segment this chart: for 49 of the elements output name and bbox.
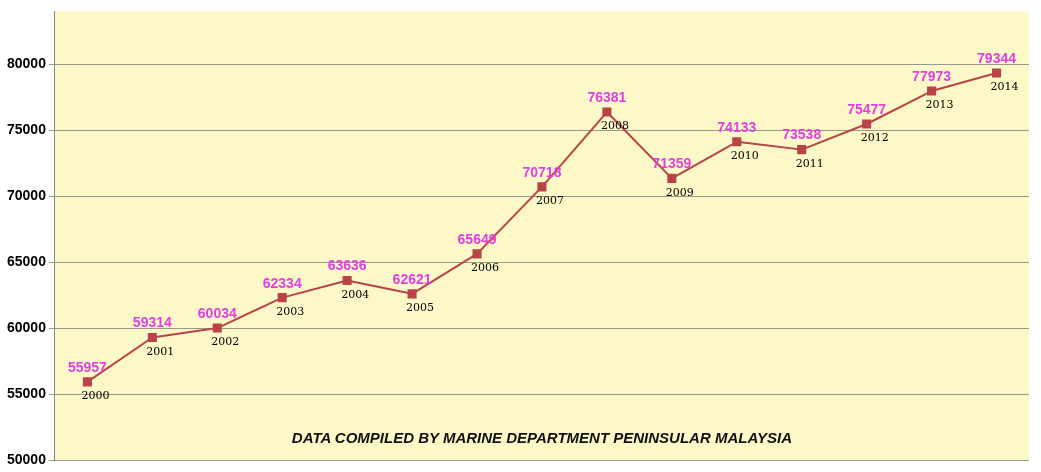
x-tick-label: 2013	[925, 98, 954, 112]
y-tick-label: 50000	[6, 451, 47, 468]
x-tick-label: 2003	[276, 305, 305, 319]
data-label: 74133	[717, 118, 757, 135]
point	[407, 289, 417, 299]
annotation: DATA COMPILED BY MARINE DEPARTMENT PENINSULAR MALAYSIA	[291, 428, 793, 446]
x-tick-label: 2014	[990, 80, 1019, 94]
data-label: 73538	[782, 126, 822, 143]
x-tick-label: 2005	[406, 301, 435, 315]
y-tick-label: 65000	[6, 253, 47, 270]
data-label: 55957	[67, 358, 108, 375]
point	[342, 275, 352, 285]
point	[732, 137, 742, 147]
x-tick-label: 2001	[146, 344, 175, 358]
point	[602, 107, 612, 117]
point	[82, 377, 92, 387]
data-label: 79344	[977, 49, 1017, 66]
point	[927, 86, 937, 96]
x-tick-label: 2007	[535, 194, 564, 208]
point	[277, 293, 287, 303]
x-tick-label: 2006	[471, 261, 500, 275]
y-tick-label: 70000	[6, 187, 47, 204]
x-tick-label: 2004	[341, 287, 370, 301]
y-tick-label: 55000	[6, 385, 47, 402]
data-label: 75477	[847, 100, 887, 117]
point	[537, 182, 547, 192]
point	[862, 119, 872, 129]
point	[472, 249, 482, 259]
data-label: 76381	[587, 88, 627, 105]
x-tick-label: 2011	[795, 156, 824, 170]
x-tick-label: 2000	[81, 389, 110, 403]
data-label: 62334	[262, 274, 302, 291]
point	[797, 145, 807, 155]
x-tick-label: 2010	[730, 149, 759, 163]
data-label: 77973	[912, 67, 952, 84]
x-tick-label: 2012	[860, 131, 889, 145]
x-tick-label: 2002	[211, 335, 240, 349]
point	[992, 68, 1002, 78]
x-tick-label: 2009	[665, 185, 694, 199]
data-label: 62621	[392, 270, 432, 287]
y-tick-label: 75000	[6, 121, 47, 138]
data-label: 63636	[327, 257, 367, 274]
data-label: 60034	[197, 304, 237, 321]
point	[212, 323, 222, 333]
point	[667, 173, 677, 183]
point	[147, 333, 157, 343]
y-tick-label: 80000	[6, 55, 47, 72]
y-tick-label: 60000	[6, 319, 47, 336]
data-label: 59314	[132, 314, 173, 331]
